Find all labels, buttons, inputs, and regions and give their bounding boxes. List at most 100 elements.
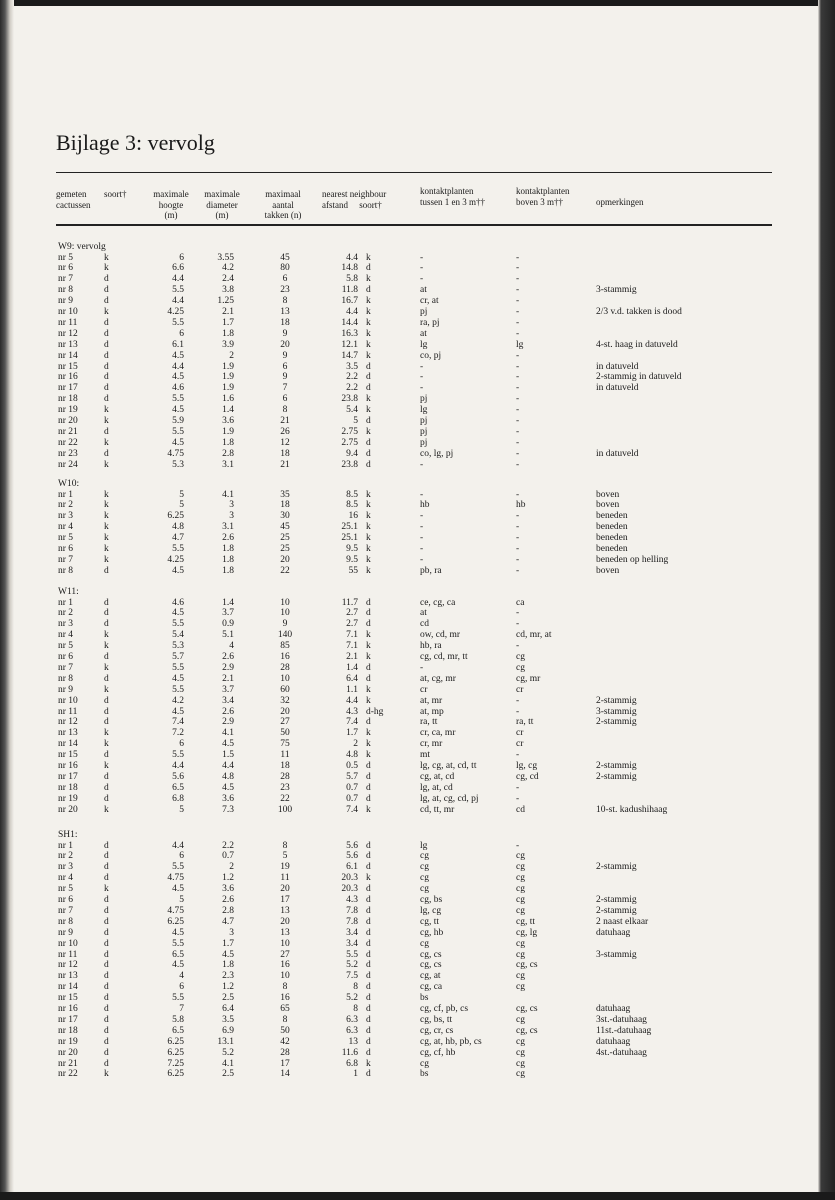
row-soort: d <box>104 339 109 350</box>
row-kontakt-1-3m: at <box>420 328 427 339</box>
row-kontakt-boven-3m: - <box>516 274 520 285</box>
row-takken: 10 <box>280 938 290 949</box>
row-takken: 8 <box>282 1014 288 1025</box>
row-afstand: 5.2 <box>346 960 358 971</box>
row-diameter: 2.6 <box>222 652 234 662</box>
row-kontakt-boven-3m: cr <box>516 684 524 695</box>
row-soort: k <box>104 761 109 771</box>
row-code: nr 12 <box>58 328 78 339</box>
row-code: nr 12 <box>58 717 78 728</box>
row-kontakt-1-3m: cg, bs, tt <box>420 1014 453 1025</box>
row-soort: k <box>104 522 109 533</box>
row-kontakt-1-3m: ce, cg, ca <box>420 597 456 608</box>
row-diameter: 2 <box>229 862 234 873</box>
row-code: nr 14 <box>58 982 78 993</box>
row-diameter: 0.7 <box>222 851 234 862</box>
row-nn-soort: d <box>366 673 371 684</box>
row-code: nr 7 <box>58 905 74 916</box>
row-kontakt-boven-3m: cg <box>516 862 525 873</box>
row-opmerkingen: beneden <box>596 533 628 544</box>
row-diameter: 1.7 <box>222 317 234 328</box>
row-afstand: 2.7 <box>346 619 358 630</box>
row-code: nr 17 <box>58 1014 78 1025</box>
row-code: nr 13 <box>58 339 78 350</box>
row-kontakt-1-3m: cd, tt, mr <box>420 804 455 815</box>
row-kontakt-boven-3m: - <box>516 296 520 307</box>
row-diameter: 3.8 <box>222 285 234 296</box>
row-kontakt-boven-3m: cg <box>516 938 525 949</box>
row-kontakt-boven-3m: - <box>516 426 520 437</box>
row-kontakt-1-3m: pb, ra <box>420 565 442 576</box>
row-diameter: 4.7 <box>222 916 234 927</box>
row-code: nr 10 <box>58 938 78 949</box>
row-code: nr 5 <box>58 884 74 895</box>
row-code: nr 14 <box>58 739 78 750</box>
row-afstand: 4.4 <box>346 252 358 263</box>
row-diameter: 2.8 <box>222 905 234 916</box>
row-hoogte: 4.4 <box>172 274 184 285</box>
row-nn-soort: d <box>366 1036 371 1047</box>
row-code: nr 24 <box>58 459 78 470</box>
row-diameter: 2 <box>229 350 234 361</box>
row-takken: 13 <box>280 905 290 916</box>
row-diameter: 1.25 <box>217 296 234 307</box>
row-takken: 42 <box>280 1036 290 1047</box>
row-code: nr 21 <box>58 1058 78 1069</box>
row-diameter: 2.6 <box>222 706 234 717</box>
row-soort: d <box>104 285 109 296</box>
row-kontakt-1-3m: cg, cs <box>420 960 442 971</box>
row-kontakt-boven-3m: cd <box>516 804 525 815</box>
row-kontakt-boven-3m: - <box>516 361 520 372</box>
row-afstand: 23.8 <box>341 394 358 405</box>
row-takken: 9 <box>282 328 288 339</box>
row-opmerkingen: beneden <box>596 544 628 554</box>
row-afstand: 7.1 <box>346 641 358 652</box>
row-opmerkingen: in datuveld <box>596 383 639 394</box>
row-kontakt-1-3m: cr, ca, mr <box>420 728 456 739</box>
row-takken: 140 <box>277 630 293 641</box>
row-afstand: 5.8 <box>346 274 358 285</box>
row-diameter: 1.9 <box>222 426 234 437</box>
row-takken: 27 <box>280 717 290 728</box>
row-afstand: 5.6 <box>346 840 358 851</box>
row-afstand: 14.8 <box>341 263 358 274</box>
row-soort: k <box>104 459 109 470</box>
row-kontakt-boven-3m: - <box>516 448 520 459</box>
row-kontakt-boven-3m: hb <box>516 500 526 511</box>
row-hoogte: 4.25 <box>167 307 184 317</box>
row-nn-soort: k <box>366 317 371 328</box>
row-kontakt-1-3m: ra, pj <box>420 317 440 328</box>
row-soort: d <box>104 394 109 405</box>
row-kontakt-1-3m: pj <box>420 394 428 405</box>
row-soort: d <box>104 793 109 804</box>
row-soort: d <box>104 597 109 608</box>
row-soort: d <box>104 982 109 993</box>
row-takken: 21 <box>280 459 290 470</box>
row-takken: 20 <box>280 554 290 565</box>
row-kontakt-boven-3m: - <box>516 695 520 706</box>
row-afstand: 16.7 <box>341 296 358 307</box>
row-kontakt-1-3m: cr, at <box>420 296 439 307</box>
row-diameter: 3 <box>229 511 234 522</box>
row-hoogte: 5.5 <box>172 285 184 296</box>
row-nn-soort: k <box>366 405 371 416</box>
row-hoogte: 6.25 <box>167 1069 184 1080</box>
row-soort: d <box>104 350 109 361</box>
row-opmerkingen: beneden <box>596 511 628 522</box>
row-opmerkingen: boven <box>596 500 620 511</box>
row-nn-soort: d <box>366 938 371 949</box>
row-kontakt-1-3m: - <box>420 489 424 500</box>
row-code: nr 7 <box>58 274 74 285</box>
row-diameter: 4.1 <box>222 489 234 500</box>
row-soort: k <box>104 405 109 416</box>
row-kontakt-boven-3m: cg <box>516 905 525 916</box>
row-takken: 6 <box>282 394 288 405</box>
row-code: nr 4 <box>58 630 74 641</box>
row-takken: 26 <box>280 426 290 437</box>
row-opmerkingen: beneden <box>596 522 628 533</box>
row-kontakt-boven-3m: - <box>516 533 520 544</box>
row-kontakt-boven-3m: cg <box>516 1014 525 1025</box>
row-soort: d <box>104 782 109 793</box>
row-diameter: 1.9 <box>222 383 234 394</box>
row-takken: 11 <box>280 873 290 884</box>
